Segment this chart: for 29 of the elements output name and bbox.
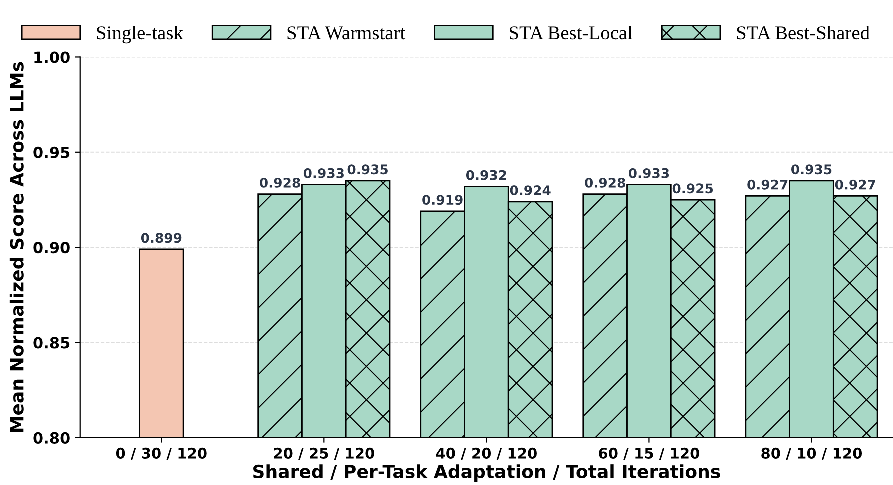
x-tick-label: 60 / 15 / 120 xyxy=(599,448,700,460)
data-label: 0.933 xyxy=(304,168,344,178)
data-label: 0.928 xyxy=(585,178,626,188)
data-label: 0.932 xyxy=(466,170,506,180)
legend-label: STA Best-Shared xyxy=(737,26,870,40)
data-label: 0.919 xyxy=(422,195,463,206)
data-label: 0.927 xyxy=(835,180,876,190)
legend-label: STA Best-Local xyxy=(510,26,633,40)
data-label: 0.933 xyxy=(628,168,670,178)
legend-label: Single-task xyxy=(97,26,184,44)
y-tick-label: 0.80 xyxy=(34,432,70,444)
data-label: 0.935 xyxy=(348,164,388,175)
data-label: 0.925 xyxy=(672,184,714,194)
y-tick-label: 0.95 xyxy=(34,146,70,158)
data-label: 0.927 xyxy=(748,180,788,190)
data-label: 0.924 xyxy=(510,186,551,196)
x-tick-label: 20 / 25 / 120 xyxy=(274,448,374,460)
data-label: 0.899 xyxy=(141,233,182,244)
data-label: 0.928 xyxy=(260,178,300,188)
data-label: 0.935 xyxy=(792,164,832,175)
y-axis-title: Mean Normalized Score Across LLMs xyxy=(10,62,24,432)
y-tick-label: 0.85 xyxy=(34,337,70,349)
y-tick-label: 0.90 xyxy=(34,242,70,254)
x-tick-label: 80 / 10 / 120 xyxy=(762,448,862,460)
x-tick-label: 0 / 30 / 120 xyxy=(116,448,207,460)
x-tick-label: 40 / 20 / 120 xyxy=(436,448,537,460)
legend-label: STA Warmstart xyxy=(288,26,406,40)
y-tick-label: 1.00 xyxy=(34,52,70,64)
x-axis-title: Shared / Per-Task Adaptation / Total Iterations xyxy=(254,464,720,482)
